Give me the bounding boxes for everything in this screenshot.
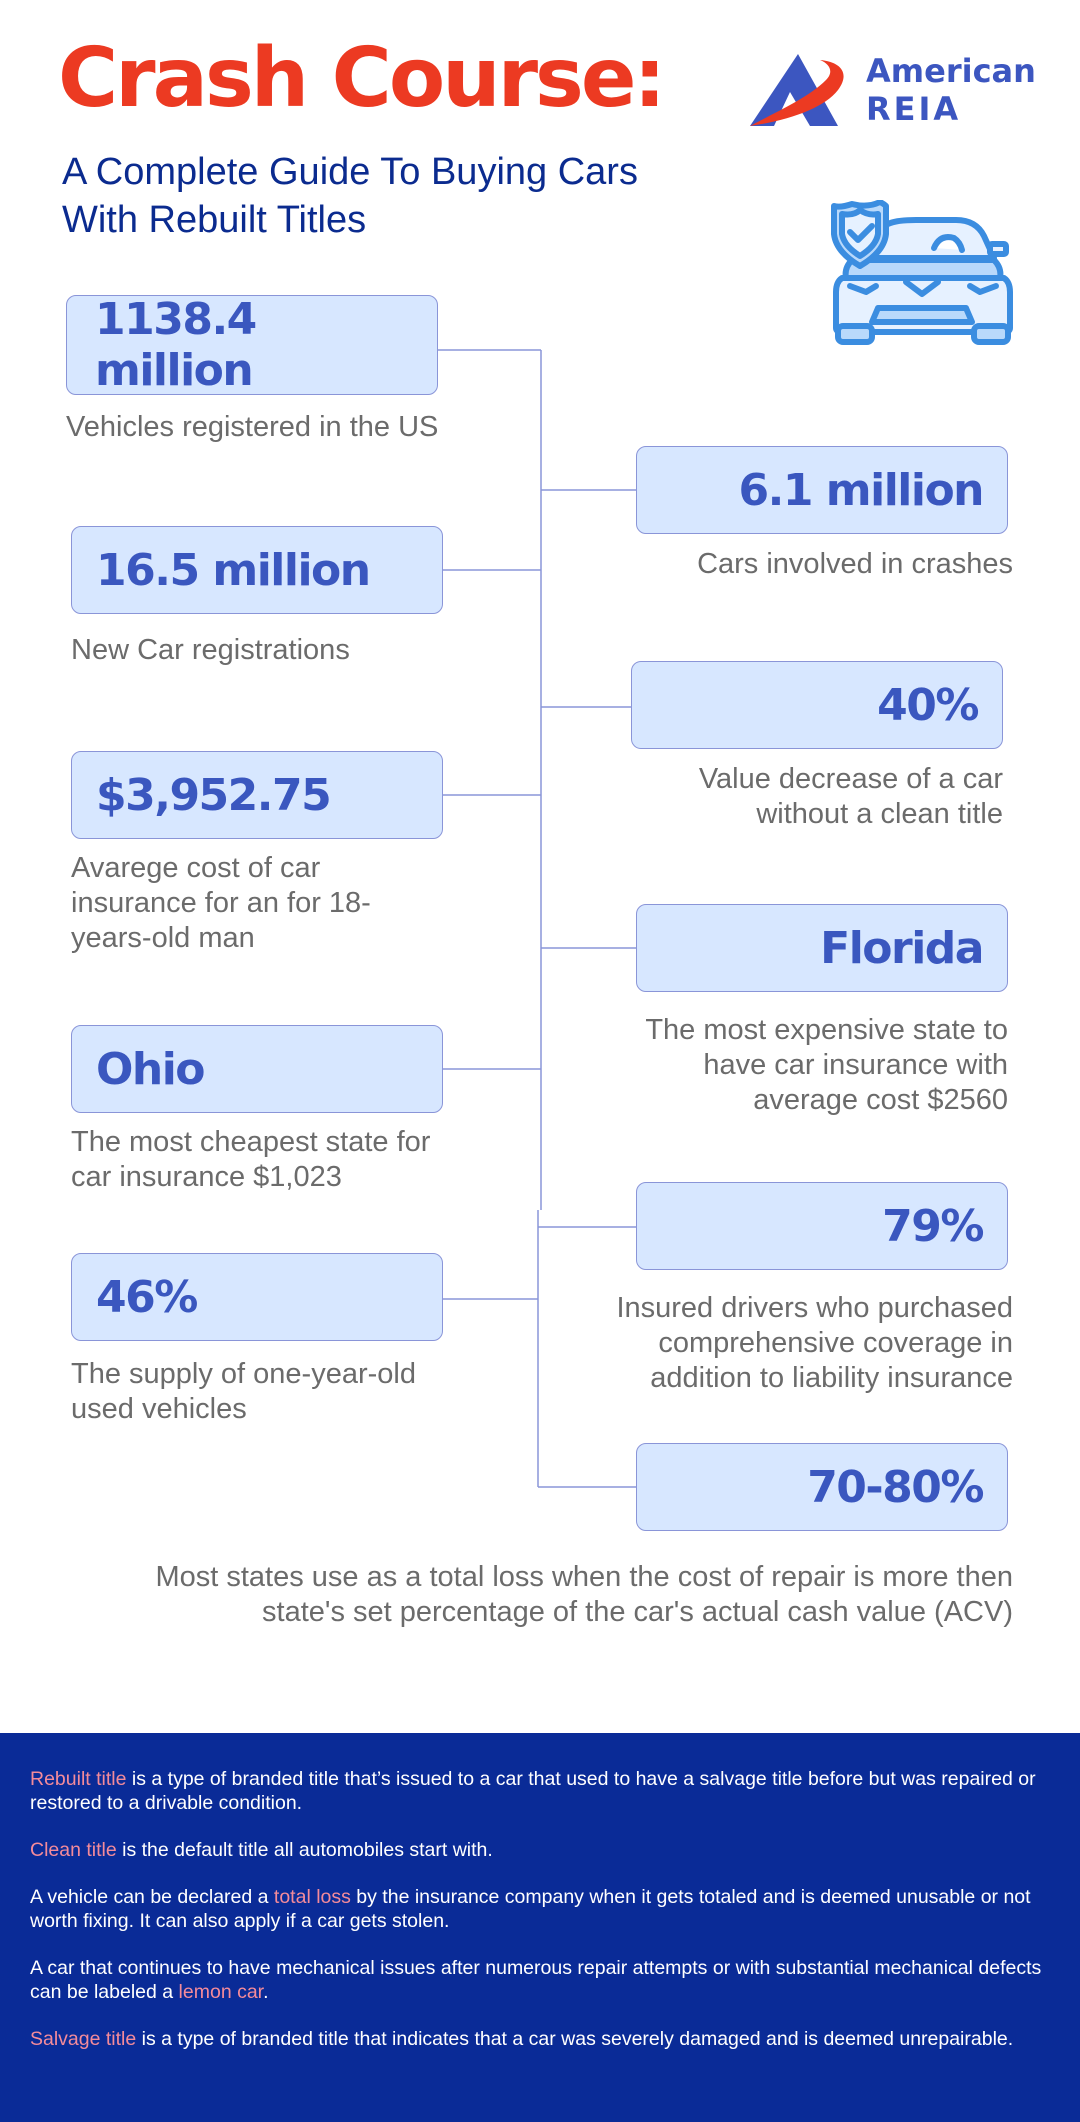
- stat-caption-used-vehicle-supply: The supply of one-year-old used vehicles: [71, 1358, 416, 1425]
- american-reia-logo-icon: [750, 54, 844, 126]
- stat-value: 16.5 million: [96, 544, 371, 596]
- stat-box-cheapest-state: Ohio: [71, 1025, 443, 1113]
- stat-box-comprehensive-coverage: 79%: [636, 1182, 1008, 1270]
- stat-box-avg-insurance-cost: $3,952.75: [71, 751, 443, 839]
- term-highlight: Rebuilt title: [30, 1768, 127, 1790]
- page-title: Crash Course:: [58, 31, 666, 126]
- logo-text-line2: REIA: [866, 90, 962, 128]
- term-highlight: Salvage title: [30, 2028, 137, 2050]
- car-with-shield-check-icon: [826, 199, 1016, 345]
- stat-value: Florida: [820, 922, 984, 974]
- stat-box-value-decrease: 40%: [631, 661, 1003, 749]
- stat-value: 6.1 million: [738, 464, 985, 516]
- stat-caption-cars-in-crashes: Cars involved in crashes: [697, 548, 1013, 580]
- definitions-section: Rebuilt title is a type of branded title…: [0, 1733, 1080, 2122]
- stat-caption-vehicles-registered: Vehicles registered in the US: [66, 411, 439, 443]
- stat-caption-cheapest-state: The most cheapest state for car insuranc…: [71, 1126, 431, 1193]
- stat-value: 79%: [882, 1200, 984, 1252]
- stat-box-most-expensive-state: Florida: [636, 904, 1008, 992]
- definition-clean-title: Clean title is the default title all aut…: [30, 1839, 493, 1861]
- stat-value: 1138.4 million: [95, 294, 257, 396]
- definition-lemon-car: A car that continues to have mechanical …: [30, 1957, 1042, 2003]
- stat-box-used-vehicle-supply: 46%: [71, 1253, 443, 1341]
- stat-value: Ohio: [96, 1043, 206, 1095]
- term-highlight: lemon car: [178, 1981, 264, 2003]
- brand-logo[interactable]: American REIA: [746, 48, 1036, 134]
- stat-box-cars-in-crashes: 6.1 million: [636, 446, 1008, 534]
- stat-box-new-car-registrations: 16.5 million: [71, 526, 443, 614]
- stat-value: $3,952.75: [96, 769, 332, 821]
- definition-rebuilt-title: Rebuilt title is a type of branded title…: [30, 1768, 1036, 1814]
- stat-caption-most-expensive-state: The most expensive state to have car ins…: [645, 1014, 1008, 1116]
- stat-box-vehicles-registered: 1138.4 million: [66, 294, 438, 396]
- stat-caption-new-car-registrations: New Car registrations: [71, 634, 350, 666]
- stat-value: 46%: [96, 1271, 198, 1323]
- logo-text-line1: American: [866, 52, 1036, 90]
- page-subtitle: A Complete Guide To Buying Cars With Reb…: [62, 151, 638, 241]
- stat-caption-value-decrease: Value decrease of a car without a clean …: [698, 763, 1003, 830]
- stat-caption-avg-insurance-cost: Avarege cost of car insurance for an for…: [71, 852, 371, 954]
- term-highlight: Clean title: [30, 1839, 117, 1861]
- stat-value: 40%: [877, 679, 979, 731]
- term-highlight: total loss: [273, 1886, 351, 1908]
- stat-caption-comprehensive-coverage: Insured drivers who purchased comprehens…: [616, 1292, 1013, 1394]
- definition-total-loss: A vehicle can be declared a total loss b…: [30, 1886, 1031, 1932]
- stat-caption-total-loss-threshold: Most states use as a total loss when the…: [155, 1561, 1013, 1628]
- stat-box-total-loss-threshold: 70-80%: [636, 1443, 1008, 1531]
- definition-salvage-title: Salvage title is a type of branded title…: [30, 2028, 1014, 2050]
- connector-trunk: [537, 350, 542, 1487]
- stat-value: 70-80%: [807, 1461, 984, 1513]
